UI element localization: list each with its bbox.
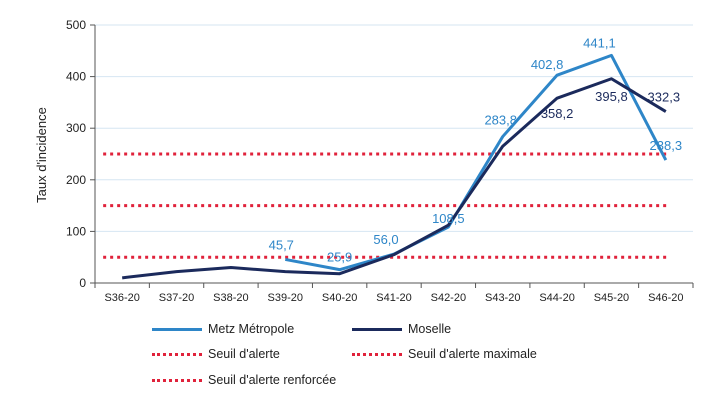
data-label-moselle-S45-20: 395,8	[595, 89, 628, 104]
y-tick-label-100: 100	[66, 224, 86, 238]
x-tick-label-S43-20: S43-20	[485, 292, 520, 304]
legend-swatch-seuil-renforcee	[152, 378, 202, 382]
x-tick-label-S44-20: S44-20	[539, 292, 574, 304]
legend-label-seuil-maximale: Seuil d'alerte maximale	[408, 347, 537, 361]
data-label-metz-S44-20: 402,8	[531, 57, 564, 72]
x-tick-label-S36-20: S36-20	[104, 292, 139, 304]
data-label-metz-S46-20: 238,3	[650, 138, 683, 153]
legend-swatch-metz	[152, 327, 202, 331]
legend-item-metz: Metz Métropole	[152, 322, 294, 336]
legend-label-seuil-alerte: Seuil d'alerte	[208, 347, 280, 361]
x-tick-label-S41-20: S41-20	[376, 292, 411, 304]
x-tick-label-S40-20: S40-20	[322, 292, 357, 304]
x-tick-label-S45-20: S45-20	[594, 292, 629, 304]
y-tick-label-500: 500	[66, 18, 86, 32]
data-label-metz-S39-20: 45,7	[269, 237, 294, 252]
y-tick-label-0: 0	[79, 276, 86, 290]
legend-swatch-moselle	[352, 327, 402, 331]
legend-item-seuil-renforcee: Seuil d'alerte renforcée	[152, 373, 336, 387]
x-tick-label-S37-20: S37-20	[159, 292, 194, 304]
data-label-metz-S40-20: 25,9	[327, 250, 352, 265]
x-tick-label-S46-20: S46-20	[648, 292, 683, 304]
data-label-metz-S41-20: 56,0	[373, 232, 398, 247]
legend-item-seuil-alerte: Seuil d'alerte	[152, 347, 280, 361]
legend-label-moselle: Moselle	[408, 322, 452, 336]
x-tick-label-S38-20: S38-20	[213, 292, 248, 304]
series-line-metz	[284, 53, 668, 272]
legend-label-metz: Metz Métropole	[208, 322, 295, 336]
gridlines	[95, 24, 693, 232]
data-label-moselle-S46-20: 332,3	[648, 90, 681, 105]
y-tick-label-300: 300	[66, 121, 86, 135]
data-label-metz-S43-20: 283,8	[484, 113, 517, 128]
legend-label-seuil-renforcee: Seuil d'alerte renforcée	[208, 373, 337, 387]
y-axis-title: Taux d'incidence	[34, 107, 49, 203]
legend-swatch-seuil-alerte	[152, 352, 202, 356]
legend-swatch-seuil-maximale	[352, 352, 402, 356]
x-tick-label-S39-20: S39-20	[268, 292, 303, 304]
series-line-moselle	[122, 77, 667, 280]
data-label-metz-S42-20: 108,5	[432, 211, 465, 226]
legend-item-moselle: Moselle	[352, 322, 451, 336]
axes: 0 100 200 300 400 500 S36-20 S37-20 S38-20 S39-20…	[66, 18, 694, 304]
data-labels: 45,7 25,9 56,0 108,5 283,8 402,8 441,1 238,3 358…	[269, 35, 682, 264]
legend: Metz Métropole Moselle Seuil d'alerte Se…	[152, 318, 692, 398]
y-tick-label-200: 200	[66, 173, 86, 187]
data-label-moselle-S44-20: 358,2	[541, 106, 574, 121]
y-tick-label-400: 400	[66, 70, 86, 84]
legend-item-seuil-maximale: Seuil d'alerte maximale	[352, 347, 537, 361]
series-lines	[122, 53, 668, 280]
x-tick-label-S42-20: S42-20	[431, 292, 466, 304]
data-label-metz-S45-20: 441,1	[583, 35, 616, 50]
